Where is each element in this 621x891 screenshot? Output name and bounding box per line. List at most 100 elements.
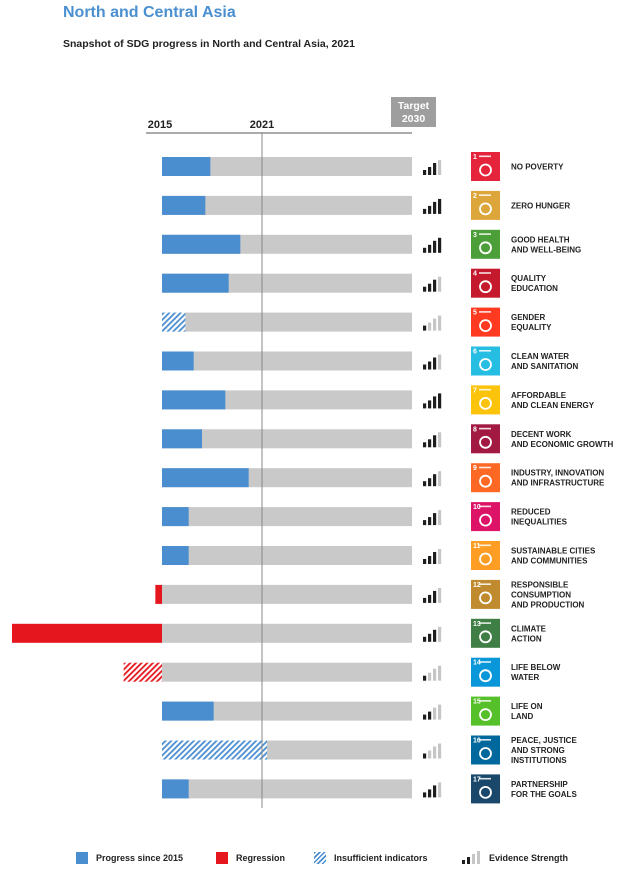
goal-17-strength-bar: [433, 785, 437, 798]
goal-1-track: [162, 157, 412, 176]
progress-swatch: [76, 852, 88, 864]
goal-16-strength-bar: [433, 746, 437, 759]
goal-8-bar: [162, 429, 202, 449]
goal-13-track: [162, 623, 412, 643]
water-icon: 6: [471, 346, 500, 376]
goal-3-strength-bar: [428, 244, 432, 253]
chart-subtitle: Snapshot of SDG progress in North and Ce…: [63, 38, 355, 50]
goal-1-bar: [162, 157, 211, 176]
target-year: 2030: [402, 113, 426, 125]
goal-15-strength-bar: [438, 704, 442, 720]
goal-10-label: INEQUALITIES: [511, 518, 568, 527]
goal-12-number: 12: [473, 582, 481, 589]
legend-progress: Progress since 2015: [76, 852, 183, 864]
goal-2-number: 2: [473, 193, 477, 200]
goal-15-number: 15: [473, 699, 481, 706]
goal-7-strength-bar: [438, 393, 442, 409]
goal-9-number: 9: [473, 465, 477, 472]
goal-13-bar: [12, 623, 162, 643]
goal-16-number: 16: [473, 738, 481, 745]
goal-2-label: ZERO HUNGER: [511, 201, 570, 210]
goal-9-label: INDUSTRY, INNOVATION: [511, 469, 604, 478]
goal-12-bar: [155, 584, 162, 604]
goal-3-strength-bar: [423, 247, 427, 253]
goal-15-label: LAND: [511, 712, 533, 721]
goal-14-track: [162, 662, 412, 682]
goal-6-strength-bar: [428, 361, 432, 370]
goal-8-label: DECENT WORK: [511, 430, 572, 439]
goal-17-strength-bar: [438, 782, 442, 798]
goal-6-strength-bar: [438, 354, 442, 370]
goal-3-bar: [162, 234, 241, 254]
goal-14-number: 14: [473, 660, 481, 667]
family-icon: 1: [471, 152, 500, 181]
goal-15-strength-bar: [428, 711, 432, 720]
goal-8-strength-bar: [428, 439, 432, 448]
goal-4-strength-bar: [423, 286, 427, 292]
growth-chart-icon: 8: [471, 424, 500, 454]
goal-5-strength-bar: [433, 318, 437, 331]
goal-14-label: LIFE BELOW: [511, 663, 561, 672]
goal-6-label: CLEAN WATER: [511, 352, 569, 361]
goal-4-bar: [162, 273, 229, 293]
goal-3-number: 3: [473, 232, 477, 239]
bowl-icon: 2: [471, 190, 500, 220]
goal-14-bar: [123, 662, 162, 682]
eye-globe-icon: 13: [471, 618, 500, 648]
goal-17-track: [162, 779, 412, 799]
goal-5-bar: [162, 312, 186, 332]
goal-9-label: AND INFRASTRUCTURE: [511, 479, 605, 488]
goal-11-number: 11: [473, 543, 481, 550]
sdg-progress-chart: 2015 2021 Target 2030 1 NO POVERTY 2 ZERO H…: [12, 97, 613, 808]
goal-11-bar: [162, 546, 189, 565]
goal-13-number: 13: [473, 621, 481, 628]
fish-icon: 14: [471, 657, 500, 687]
goal-2-track: [162, 195, 412, 215]
goal-12-strength-bar: [428, 594, 432, 603]
goal-7-label: AFFORDABLE: [511, 391, 567, 400]
goal-6-bar: [162, 351, 194, 371]
goal-17-number: 17: [473, 776, 481, 783]
goal-4-number: 4: [473, 271, 477, 278]
goal-17-strength-bar: [428, 789, 432, 798]
legend-progress-label: Progress since 2015: [96, 853, 184, 863]
goal-8-strength-bar: [423, 442, 427, 448]
goal-7-strength-bar: [428, 400, 432, 409]
axis-label-2021: 2021: [250, 119, 274, 131]
goal-15-strength-bar: [433, 707, 437, 720]
goal-1-strength-bar: [438, 160, 442, 175]
goal-8-strength-bar: [433, 435, 437, 448]
goal-14-strength-bar: [433, 668, 437, 681]
evidence-strength-icon: [462, 851, 482, 864]
goal-16-strength-bar: [428, 750, 432, 759]
chart-title: North and Central Asia: [63, 4, 236, 21]
goal-10-label: REDUCED: [511, 508, 551, 517]
goal-7-label: AND CLEAN ENERGY: [511, 401, 595, 410]
goal-15-track: [162, 701, 412, 721]
goal-6-number: 6: [473, 349, 477, 356]
goal-2-strength-bar: [438, 198, 442, 214]
goal-11-track: [162, 546, 412, 565]
goal-13-strength-bar: [428, 633, 432, 642]
sun-icon: 7: [471, 385, 500, 415]
goal-10-strength-bar: [433, 513, 437, 526]
goal-5-number: 5: [473, 310, 477, 317]
goal-12-label: CONSUMPTION: [511, 590, 571, 599]
goal-9-strength-bar: [433, 474, 437, 487]
goal-12-label: RESPONSIBLE: [511, 580, 569, 589]
goal-15-label: LIFE ON: [511, 702, 543, 711]
goal-10-strength-bar: [428, 517, 432, 526]
goal-13-label: ACTION: [511, 634, 542, 643]
goal-16-strength-bar: [423, 753, 427, 759]
goal-3-label: GOOD HEALTH: [511, 235, 570, 244]
legend: Progress since 2015 Regression Insuffici…: [76, 851, 616, 872]
book-icon: 4: [471, 268, 500, 298]
